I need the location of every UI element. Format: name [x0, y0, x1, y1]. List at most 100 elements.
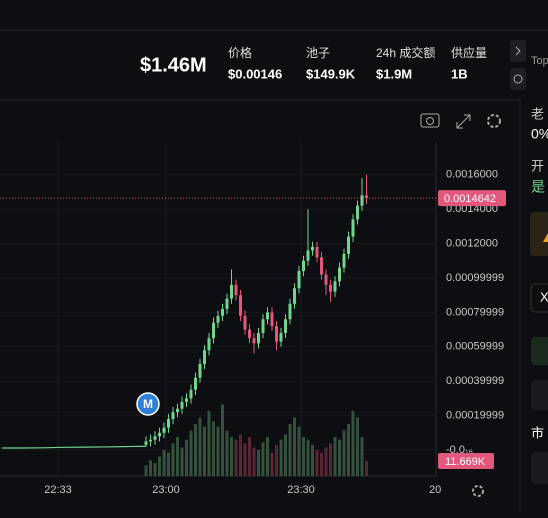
candle-body: [270, 312, 274, 327]
candle-body: [365, 195, 368, 199]
volume-bar: [315, 450, 319, 476]
candle-body: [162, 427, 166, 433]
volume-bar: [288, 424, 292, 476]
volume-bar: [347, 424, 350, 476]
candle-body: [252, 338, 256, 344]
candle-body: [185, 398, 188, 402]
chevron-icon: [515, 46, 521, 56]
expand-button[interactable]: [510, 40, 526, 62]
volume-bar: [270, 452, 274, 476]
volume-bar: [203, 426, 206, 476]
volume-bar: [329, 443, 332, 476]
side-button: [531, 380, 548, 410]
volume-bar: [293, 417, 296, 476]
price-line: [2, 445, 147, 449]
side-panel-text: 是: [531, 179, 545, 195]
side-panel-text: 老: [531, 106, 544, 121]
candle-body: [194, 377, 197, 390]
candle-body: [342, 253, 346, 268]
candle-body: [351, 219, 355, 237]
side-panel-text: 0%: [531, 126, 548, 142]
volume-bar: [212, 421, 215, 476]
candle-body: [176, 408, 179, 413]
candle-body: [306, 250, 310, 261]
price-tag: [438, 190, 506, 207]
side-button: [531, 337, 548, 365]
volume-bar: [333, 437, 337, 476]
marker-label: M: [143, 397, 153, 411]
candle-body: [338, 267, 341, 282]
candle-body: [212, 322, 215, 339]
candle-body: [203, 350, 206, 364]
volume-bar: [275, 444, 278, 476]
candle-body: [261, 319, 265, 334]
chart-settings-icon[interactable]: [487, 114, 501, 128]
candle-body: [333, 281, 337, 292]
side-input: [531, 452, 548, 484]
stat-label: 池子: [306, 46, 330, 60]
candle-body: [288, 303, 292, 320]
y-tick-label: 0.0016000: [446, 169, 498, 181]
side-panel-text: Top: [531, 55, 548, 67]
volume-bar: [284, 434, 287, 476]
x-tick-label: 23:00: [152, 484, 180, 496]
volume-bar: [162, 450, 166, 476]
volume-bar: [180, 447, 184, 476]
y-tick-label: 0.00019999: [446, 410, 504, 422]
candle-body: [329, 284, 332, 292]
candle-body: [234, 284, 238, 296]
volume-bar: [230, 437, 233, 476]
camera-icon[interactable]: [420, 113, 440, 128]
candle-body: [171, 412, 175, 420]
stat-value: 1B: [451, 66, 468, 81]
candle-body: [189, 389, 193, 399]
candle-body: [149, 439, 152, 442]
camera-lens: [426, 117, 434, 125]
volume-bar: [306, 439, 310, 476]
volume-bar: [216, 426, 220, 476]
candle-body: [230, 284, 233, 299]
y-tick-label: 0.00039999: [446, 375, 504, 387]
volume-bar: [311, 444, 314, 476]
side-panel-text: 市: [531, 425, 544, 440]
candle-body: [315, 246, 319, 258]
y-tick-label: 0.00059999: [446, 341, 504, 353]
candle-body: [324, 274, 328, 285]
volume-bar: [171, 443, 175, 476]
volume-bar: [297, 426, 301, 476]
settings-button[interactable]: [510, 68, 526, 90]
marker-badge[interactable]: [136, 392, 160, 416]
candle-body: [360, 195, 364, 206]
x-tick-label: 22:33: [44, 484, 72, 496]
volume-bar: [185, 439, 188, 476]
volume-tag: [438, 453, 494, 469]
candle-body: [302, 260, 305, 272]
candle-body: [198, 364, 202, 378]
x-tick-label: 23:30: [287, 484, 315, 496]
candle-body: [158, 432, 161, 437]
volume-bar: [320, 452, 323, 476]
stat-label: 24h 成交额: [376, 45, 435, 60]
market-cap: $1.46M: [140, 54, 207, 76]
y-tick-label: -0.0₁₆: [446, 444, 473, 456]
candle-body: [248, 329, 251, 339]
chart-tools: [420, 113, 501, 497]
candle-body: [207, 338, 211, 351]
warning-icon: [543, 232, 548, 242]
warning-box: [530, 212, 548, 256]
y-tick-label: 0.00079999: [446, 306, 504, 318]
time-settings-icon[interactable]: [472, 485, 484, 497]
candle-body: [284, 319, 287, 334]
price-tag-label: 0.0014642: [444, 193, 496, 205]
gear-icon: [513, 74, 523, 84]
candle-body: [180, 401, 184, 409]
volume-bar: [252, 447, 256, 476]
volume-tag-label: 11.669K: [445, 456, 486, 468]
volume-bar: [234, 439, 238, 476]
volume-bar: [167, 452, 170, 476]
volume-bar: [356, 417, 359, 476]
candle-body: [216, 315, 220, 323]
fullscreen-icon[interactable]: [456, 114, 471, 129]
volume-bar: [194, 424, 197, 476]
